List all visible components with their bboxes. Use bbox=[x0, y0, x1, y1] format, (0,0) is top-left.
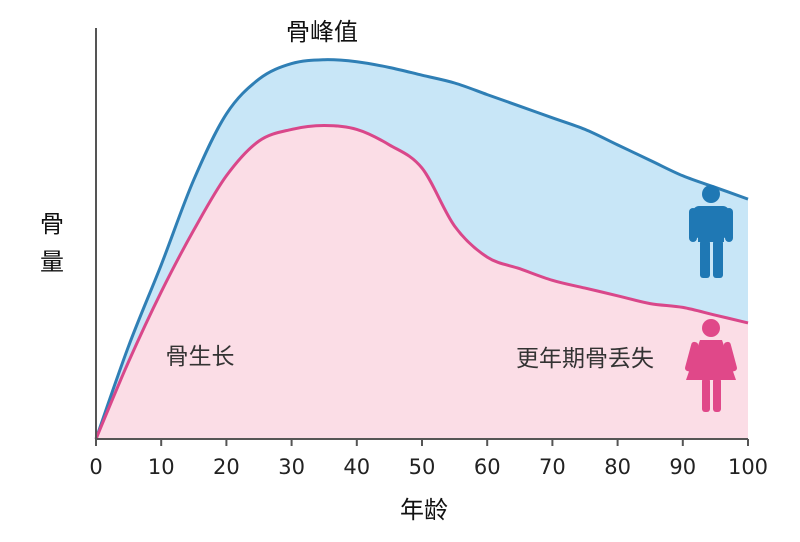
x-tick-label: 60 bbox=[474, 455, 501, 479]
x-tick-label: 100 bbox=[728, 455, 768, 479]
x-tick-label: 40 bbox=[343, 455, 370, 479]
annotation-growth: 骨生长 bbox=[166, 344, 235, 370]
x-tick-label: 30 bbox=[278, 455, 305, 479]
series-2-line bbox=[94, 123, 749, 440]
y-axis-label: 骨量 bbox=[40, 210, 64, 276]
x-tick-label: 50 bbox=[409, 455, 436, 479]
annotation-peak: 骨峰值 bbox=[286, 18, 358, 46]
x-axis-label: 年龄 bbox=[400, 496, 448, 524]
series-1-line bbox=[94, 58, 749, 440]
chart-areas bbox=[96, 59, 748, 440]
x-tick-label: 20 bbox=[213, 455, 240, 479]
x-ticks: 0 10 20 30 40 50 60 70 80 90 100 bbox=[89, 439, 768, 479]
x-tick-label: 0 bbox=[89, 455, 102, 479]
chart-lines bbox=[94, 58, 749, 440]
x-tick-label: 70 bbox=[539, 455, 566, 479]
x-tick-label: 90 bbox=[669, 455, 696, 479]
x-tick-label: 80 bbox=[604, 455, 631, 479]
annotation-loss: 更年期骨丢失 bbox=[516, 346, 654, 372]
x-tick-label: 10 bbox=[148, 455, 175, 479]
female-figure-icon bbox=[685, 319, 737, 412]
male-figure-icon bbox=[689, 185, 733, 278]
series-2-area bbox=[96, 125, 748, 439]
